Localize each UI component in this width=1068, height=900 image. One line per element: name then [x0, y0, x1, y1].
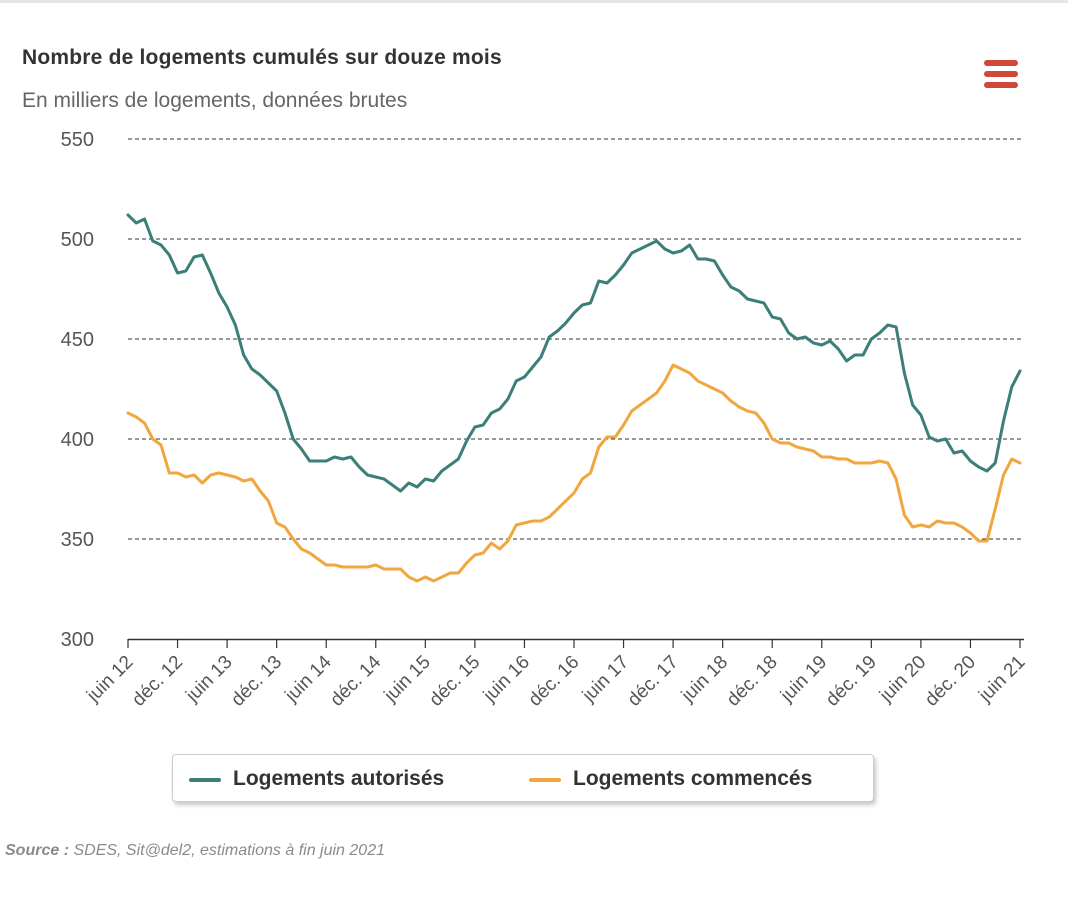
y-tick-label: 450	[61, 329, 94, 351]
legend-label-autorises: Logements autorisés	[233, 767, 445, 790]
y-tick-label: 350	[61, 529, 94, 551]
series-line-commences	[126, 363, 1022, 583]
chart-legend: Logements autorisés Logements commencés	[172, 754, 874, 802]
series-lines	[126, 213, 1022, 583]
menu-bar-top	[984, 60, 1018, 66]
source-label: Source :	[5, 842, 70, 859]
x-tick-label: juin 12	[82, 652, 137, 707]
x-axis	[127, 638, 1024, 648]
x-tick-label: déc. 15	[426, 652, 485, 711]
chart-title: Nombre de logements cumulés sur douze mo…	[22, 46, 502, 69]
x-tick-label: juin 13	[181, 652, 236, 707]
series-line-autorises	[126, 213, 1022, 493]
menu-bar-bottom	[984, 82, 1018, 88]
x-tick-label: déc. 12	[128, 652, 187, 711]
chart-subtitle: En milliers de logements, données brutes	[22, 89, 408, 112]
gridlines	[128, 138, 1024, 540]
x-tick-label: juin 19	[776, 652, 831, 707]
y-tick-label: 400	[61, 429, 94, 451]
top-border	[0, 0, 1068, 3]
legend-label-commences: Logements commencés	[573, 767, 813, 790]
legend-item-commences[interactable]: Logements commencés	[529, 767, 859, 791]
x-tick-label: déc. 18	[723, 652, 782, 711]
legend-swatch-autorises	[189, 778, 221, 782]
x-tick-label: déc. 19	[822, 652, 881, 711]
x-tick-label: juin 15	[380, 652, 435, 707]
x-tick-label: déc. 13	[227, 652, 286, 711]
menu-bar-middle	[984, 71, 1018, 77]
x-tick-label: juin 21	[974, 652, 1029, 707]
x-tick-label: juin 17	[578, 652, 633, 707]
y-tick-label: 550	[61, 129, 94, 151]
x-tick-label: juin 20	[875, 652, 930, 707]
x-tick-label: juin 14	[281, 651, 336, 706]
y-axis-labels: 300 350 400 450 500 550	[61, 129, 94, 651]
x-tick-label: déc. 17	[624, 652, 683, 711]
y-tick-label: 500	[61, 229, 94, 251]
x-tick-label: déc. 16	[525, 652, 584, 711]
legend-item-autorises[interactable]: Logements autorisés	[189, 767, 489, 791]
source-note: Source : SDES, Sit@del2, estimations à f…	[5, 842, 385, 860]
hamburger-menu-icon[interactable]	[978, 56, 1026, 96]
x-tick-label: déc. 20	[921, 652, 980, 711]
source-text: SDES, Sit@del2, estimations à fin juin 2…	[73, 842, 385, 859]
y-tick-label: 300	[61, 629, 94, 651]
x-tick-label: juin 16	[479, 652, 534, 707]
legend-swatch-commences	[529, 778, 561, 782]
x-tick-label: déc. 14	[326, 651, 385, 710]
x-tick-label: juin 18	[677, 652, 732, 707]
